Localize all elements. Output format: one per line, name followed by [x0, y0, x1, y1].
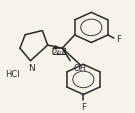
- Text: F: F: [117, 35, 122, 44]
- Text: HCl: HCl: [5, 69, 19, 78]
- FancyBboxPatch shape: [53, 49, 65, 55]
- Text: Abs: Abs: [54, 49, 65, 54]
- Text: OH: OH: [73, 63, 86, 72]
- Text: F: F: [81, 102, 86, 111]
- Text: N: N: [28, 64, 35, 73]
